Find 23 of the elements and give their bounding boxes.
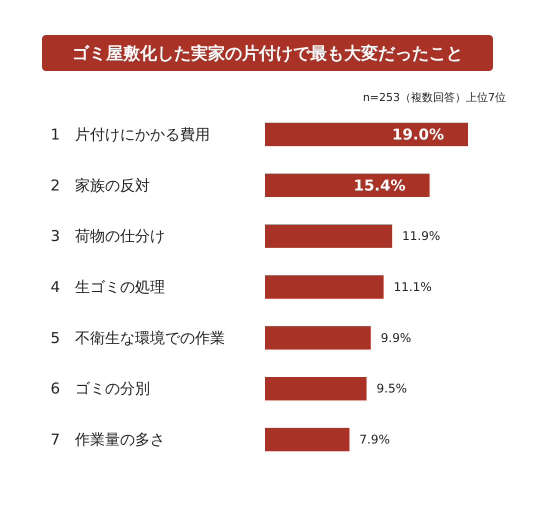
y-tick-label: 7 作業量の多さ bbox=[50, 430, 166, 449]
bar bbox=[265, 275, 384, 299]
y-tick-label: 3 荷物の仕分け bbox=[50, 227, 166, 246]
data-label: 9.9% bbox=[380, 330, 412, 345]
data-label: 11.9% bbox=[402, 229, 440, 244]
bar bbox=[265, 377, 366, 400]
y-tick-label: 1 片付けにかかる費用 bbox=[50, 125, 210, 144]
y-tick-label: 6 ゴミの分別 bbox=[50, 380, 150, 398]
y-tick-label: 4 生ゴミの処理 bbox=[50, 278, 166, 296]
data-label: 15.4% bbox=[354, 176, 406, 194]
data-label: 19.0% bbox=[392, 125, 444, 144]
bar bbox=[265, 122, 468, 146]
bar bbox=[265, 174, 430, 197]
data-label: 11.1% bbox=[394, 280, 432, 294]
bar bbox=[265, 428, 350, 452]
bar bbox=[265, 224, 392, 248]
bar bbox=[265, 326, 371, 350]
y-tick-label: 2 家族の反対 bbox=[50, 176, 150, 194]
chart-title: ゴミ屋敷化した実家の片付けで最も大変だったこと bbox=[42, 35, 493, 71]
chart-subtitle: n=253（複数回答）上位7位 bbox=[362, 90, 506, 105]
data-label: 7.9% bbox=[359, 432, 390, 447]
data-label: 9.5% bbox=[376, 382, 407, 396]
y-tick-label: 5 不衛生な環境での作業 bbox=[50, 328, 226, 347]
